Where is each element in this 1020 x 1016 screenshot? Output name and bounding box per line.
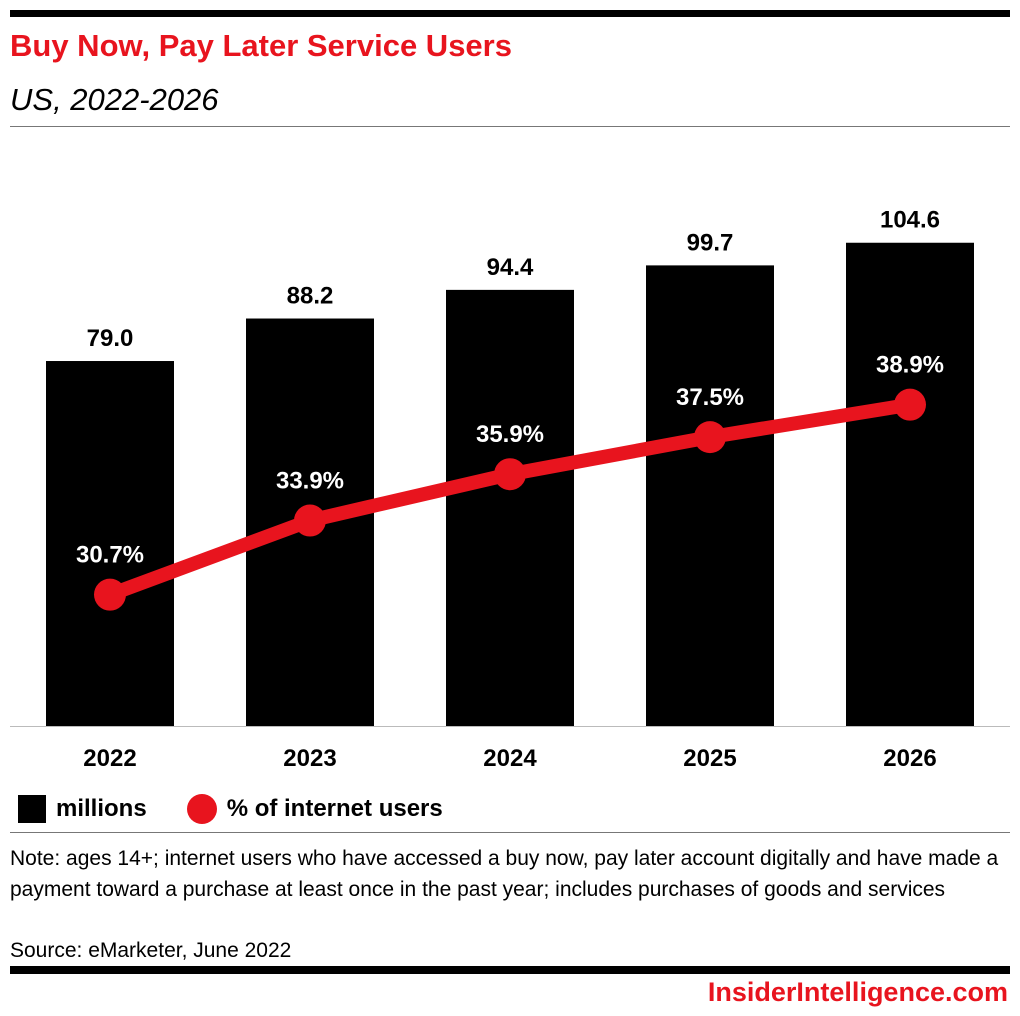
- line-label-2025: 37.5%: [676, 384, 744, 411]
- line-point-2023: [294, 504, 326, 537]
- bar-2025: [646, 265, 774, 726]
- line-label-2023: 33.9%: [276, 468, 344, 495]
- x-tick-2025: 2025: [683, 745, 736, 772]
- note: Note: ages 14+; internet users who have …: [10, 847, 999, 901]
- source: Source: eMarketer, June 2022: [10, 939, 292, 962]
- x-tick-2023: 2023: [283, 745, 336, 772]
- bar-label-2022: 79.0: [87, 325, 134, 352]
- top-rule: [10, 10, 1010, 17]
- line-point-2025: [694, 421, 726, 454]
- bar-label-2026: 104.6: [880, 207, 940, 234]
- x-tick-2026: 2026: [883, 745, 936, 772]
- line-point-2024: [494, 458, 526, 491]
- bottom-rule: [10, 966, 1010, 974]
- bar-2026: [846, 242, 974, 727]
- bar-label-2023: 88.2: [287, 283, 334, 310]
- bar-label-2025: 99.7: [687, 229, 734, 256]
- logo: InsiderIntelligence.com: [707, 977, 1008, 1007]
- line-label-2024: 35.9%: [476, 421, 544, 448]
- chart-area: 79.0 2022 88.2 2023 94.4 2024 99.7 2025 104.6 202…: [10, 207, 1010, 772]
- bar-label-2024: 94.4: [487, 254, 534, 281]
- bar-2022: [46, 361, 174, 726]
- bar-2024: [446, 289, 574, 726]
- line-point-2026: [894, 388, 926, 421]
- legend-bar-swatch: [18, 795, 46, 823]
- legend-divider: [10, 832, 1010, 833]
- header-divider: [10, 126, 1010, 127]
- legend: millions % of internet users: [18, 794, 443, 824]
- x-tick-2024: 2024: [483, 745, 537, 772]
- chart-title: Buy Now, Pay Later Service Users: [10, 28, 512, 63]
- x-tick-2022: 2022: [83, 745, 136, 772]
- line-label-2026: 38.9%: [876, 352, 944, 379]
- chart-subtitle: US, 2022-2026: [10, 82, 219, 117]
- line-label-2022: 30.7%: [76, 542, 144, 569]
- line-point-2022: [94, 578, 126, 611]
- legend-line-swatch: [186, 794, 217, 824]
- legend-bar-label: millions: [56, 795, 147, 822]
- legend-line-label: % of internet users: [226, 795, 443, 822]
